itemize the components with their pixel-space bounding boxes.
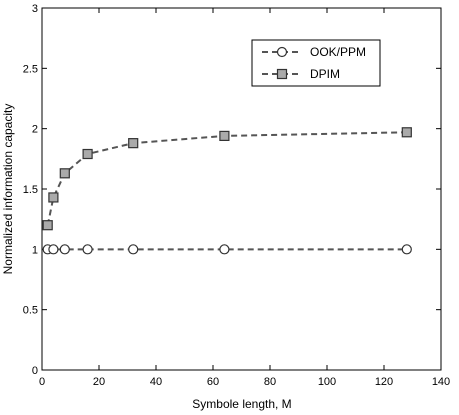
y-tick-label: 2.5	[23, 63, 38, 75]
data-point-circle	[219, 244, 230, 255]
ticks: 0 20 40 60 80 100 120 140 0 0.5 1 1.5 2 2.5 3	[23, 3, 450, 388]
x-tick-label: 140	[432, 376, 450, 388]
legend: OOK/PPM DPIM	[251, 39, 381, 87]
data-point-square	[59, 168, 70, 179]
data-point-square	[219, 130, 230, 142]
data-point-square	[276, 68, 288, 80]
series-circle	[42, 244, 412, 255]
series-square	[42, 127, 412, 231]
y-axis-label: Normalized information capacity	[1, 104, 15, 275]
y-tick-label: 1.5	[23, 184, 38, 196]
data-point-circle	[128, 244, 139, 255]
legend-box	[251, 39, 381, 87]
data-point-circle	[401, 244, 412, 255]
legend-label: DPIM	[310, 67, 340, 81]
data-point-circle	[276, 46, 288, 58]
x-axis-label: Symbole length, M	[192, 397, 291, 411]
x-tick-label: 60	[207, 376, 219, 388]
x-tick-label: 0	[39, 376, 45, 388]
x-tick-label: 20	[93, 376, 105, 388]
data-point-circle	[82, 244, 93, 255]
data-point-square	[48, 192, 59, 203]
y-tick-label: 1	[32, 244, 38, 256]
series-layer	[42, 127, 412, 255]
y-tick-label: 2	[32, 124, 38, 136]
y-tick-label: 3	[32, 3, 38, 15]
data-point-square	[401, 127, 412, 138]
legend-entry: DPIM	[262, 67, 340, 81]
x-tick-label: 120	[375, 376, 393, 388]
data-point-circle	[59, 244, 70, 255]
legend-label: OOK/PPM	[310, 45, 366, 59]
legend-entries: OOK/PPM DPIM	[262, 45, 366, 81]
y-tick-label: 0.5	[23, 305, 38, 317]
data-point-square	[82, 148, 93, 160]
data-point-square	[42, 220, 53, 231]
plot-area	[41, 7, 442, 371]
x-tick-label: 80	[264, 376, 276, 388]
x-tick-label: 100	[318, 376, 336, 388]
data-point-circle	[48, 244, 59, 255]
y-tick-label: 0	[32, 365, 38, 377]
x-tick-label: 40	[150, 376, 162, 388]
legend-entry: OOK/PPM	[262, 45, 366, 59]
data-point-square	[128, 138, 139, 149]
